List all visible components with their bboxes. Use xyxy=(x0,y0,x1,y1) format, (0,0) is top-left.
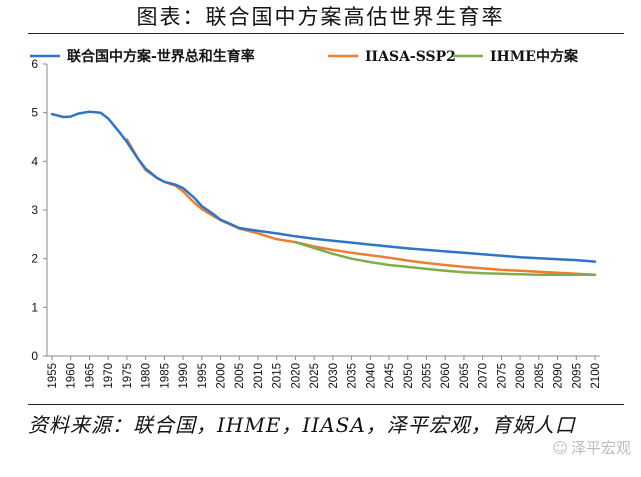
x-tick-label: 1970 xyxy=(103,363,115,389)
x-tick-label: 2090 xyxy=(553,363,565,389)
legend-label: 联合国中方案-世界总和生育率 xyxy=(67,48,255,65)
x-tick-label: 1960 xyxy=(66,363,78,389)
top-rule xyxy=(28,33,624,34)
series-line-2 xyxy=(294,240,597,276)
x-tick-label: 2085 xyxy=(534,363,546,389)
x-tick-label: 2100 xyxy=(590,363,602,389)
axes: 0 1 2 3 4 5 6 1955 1960 1965 1970 1975 1980 1985 1990 1… xyxy=(31,57,602,389)
x-tick-label: 1980 xyxy=(141,363,153,389)
x-tick-label: 2025 xyxy=(309,363,321,389)
y-tick-label: 3 xyxy=(31,203,38,217)
x-tick-label: 1955 xyxy=(47,363,59,389)
x-tick-label: 1985 xyxy=(159,363,171,389)
x-tick-label: 1975 xyxy=(122,363,134,389)
series-lines xyxy=(50,110,597,276)
watermark-text: 泽平宏观 xyxy=(570,439,631,457)
chart-title: 图表：联合国中方案高估世界生育率 xyxy=(136,5,505,29)
x-tick-label: 2035 xyxy=(347,363,359,389)
x-tick-label: 1990 xyxy=(178,363,190,389)
series-line-1 xyxy=(125,138,597,276)
watermark: ☺ 泽平宏观 xyxy=(552,437,631,458)
y-tick-label: 2 xyxy=(31,252,38,266)
x-tick-label: 2050 xyxy=(403,363,415,389)
y-tick-label: 6 xyxy=(31,57,38,71)
legend-label: IIASA-SSP2 xyxy=(365,49,456,65)
x-tick-label: 2075 xyxy=(496,363,508,389)
x-tick-label: 2030 xyxy=(328,363,340,389)
legend-label: IHME中方案 xyxy=(490,48,579,65)
x-tick-label: 1965 xyxy=(84,363,96,389)
x-tick-label: 2095 xyxy=(571,363,583,389)
x-tick-label: 2060 xyxy=(440,363,452,389)
x-tick-label: 2065 xyxy=(459,363,471,389)
wechat-icon: ☺ xyxy=(552,439,568,457)
legend: 联合国中方案-世界总和生育率 IIASA-SSP2 IHME中方案 xyxy=(30,48,579,65)
y-tick-label: 1 xyxy=(31,300,38,314)
x-tick-label: 2020 xyxy=(290,363,302,389)
line-chart: 0 1 2 3 4 5 6 1955 1960 1965 1970 1975 1980 1985 1990 1… xyxy=(30,48,602,389)
x-tick-label: 1995 xyxy=(197,363,209,389)
series-line-0 xyxy=(50,110,597,263)
x-tick-label: 2015 xyxy=(272,363,284,389)
x-tick-label: 2040 xyxy=(365,363,377,389)
x-tick-label: 2070 xyxy=(478,363,490,389)
source-note: 资料来源：联合国，IHME，IIASA，泽平宏观，育娲人口 xyxy=(28,413,576,437)
x-tick-label: 2005 xyxy=(234,363,246,389)
x-tick-label: 2000 xyxy=(216,363,228,389)
x-tick-label: 2045 xyxy=(384,363,396,389)
y-tick-label: 4 xyxy=(31,154,38,168)
x-tick-label: 2080 xyxy=(515,363,527,389)
x-tick-label: 2055 xyxy=(421,363,433,389)
bottom-rule xyxy=(28,404,624,405)
y-tick-label: 0 xyxy=(31,349,38,363)
x-tick-label: 2010 xyxy=(253,363,265,389)
y-tick-label: 5 xyxy=(31,106,38,120)
